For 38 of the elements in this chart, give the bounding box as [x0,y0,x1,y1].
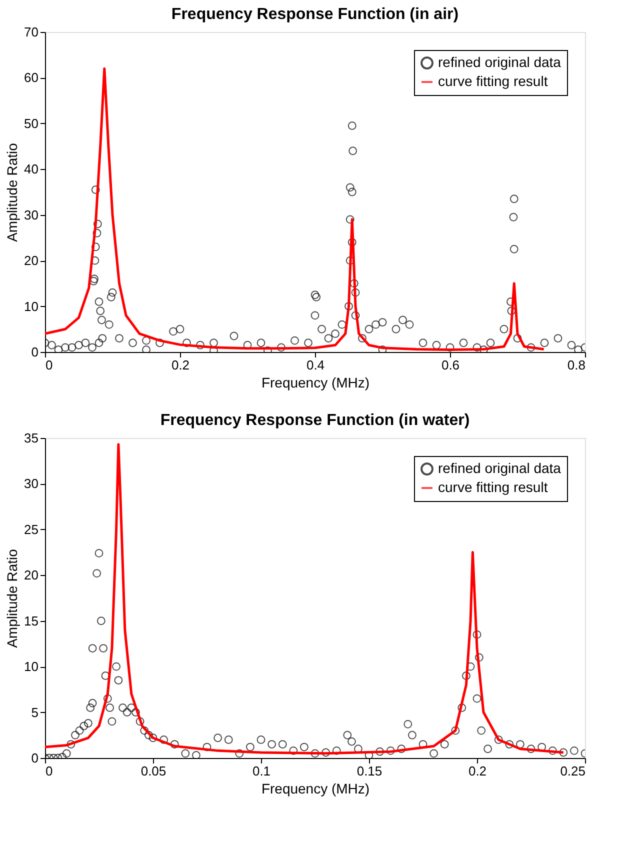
y-tick-label: 0 [31,344,38,360]
x-tick-label: 0.2 [171,358,190,372]
x-tick-label: 0.1 [252,764,271,778]
y-tick-label: 20 [24,253,38,268]
x-tick-label: 0.05 [140,764,166,778]
x-tick-label: 0.4 [306,358,325,372]
y-tick-label: 60 [24,70,38,86]
y-tick-label: 5 [31,704,38,720]
x-tick-label: 0.15 [356,764,382,778]
y-tick-label: 25 [24,522,38,537]
chart-title: Frequency Response Function (in water) [160,412,470,429]
legend-label: curve fitting result [438,73,548,89]
y-tick-label: 70 [24,24,38,40]
y-axis-title: Amplitude Ratio [4,548,20,648]
x-tick-label: 0 [46,358,53,372]
y-tick-label: 30 [24,476,38,492]
y-tick-label: 20 [24,568,38,583]
y-tick-label: 50 [24,116,38,131]
x-tick-label: 0.8 [567,358,586,372]
y-tick-label: 10 [24,659,38,674]
y-tick-label: 40 [24,162,38,177]
x-tick-label: 0.2 [468,764,487,778]
line-series [45,443,565,755]
chart-title: Frequency Response Function (in air) [171,6,459,23]
y-axis-title: Amplitude Ratio [4,142,20,242]
legend-label: refined original data [438,460,562,476]
x-tick-label: 0.6 [441,358,460,372]
y-tick-label: 35 [24,430,38,446]
y-tick-label: 15 [24,613,38,628]
x-tick-label: 0.25 [560,764,586,778]
legend-label: refined original data [438,54,562,70]
x-axis-title: Frequency (MHz) [261,374,370,390]
y-tick-label: 0 [31,750,38,766]
x-tick-label: 0 [46,764,53,778]
y-tick-label: 30 [24,207,38,222]
y-tick-label: 10 [24,298,38,314]
x-axis-title: Frequency (MHz) [261,780,370,796]
legend-label: curve fitting result [438,479,548,495]
